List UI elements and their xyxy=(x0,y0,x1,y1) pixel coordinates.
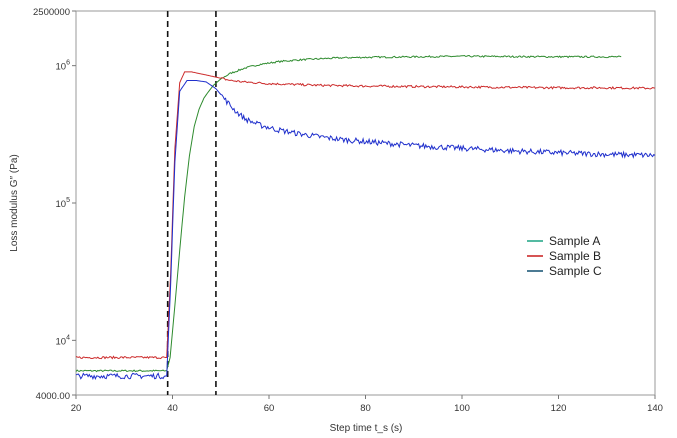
y-axis-title: Loss modulus G″ (Pa) xyxy=(9,154,20,251)
x-axis-ticks: 20 40 60 80 100 120 140 xyxy=(71,395,663,414)
legend-label: Sample C xyxy=(549,264,602,278)
y-tick-label: 4000.00 xyxy=(36,391,70,402)
y-tick-label: 105 xyxy=(56,197,71,210)
y-tick-base: 10 xyxy=(56,336,67,347)
y-tick-exponent: 4 xyxy=(66,334,70,341)
y-tick-base: 10 xyxy=(56,62,67,73)
y-tick-label: 106 xyxy=(56,60,71,73)
plot-area xyxy=(75,10,656,396)
x-tick-label: 80 xyxy=(360,403,371,414)
y-tick-exponent: 5 xyxy=(66,197,70,204)
legend-label: Sample B xyxy=(549,249,601,263)
legend-label: Sample A xyxy=(549,234,600,248)
series-line-sample-c xyxy=(75,80,656,381)
x-tick-label: 140 xyxy=(647,403,663,414)
series-layer xyxy=(75,54,656,381)
y-tick-base: 10 xyxy=(56,199,67,210)
y-tick-exponent: 6 xyxy=(66,60,70,67)
x-tick-label: 20 xyxy=(71,403,82,414)
x-tick-label: 100 xyxy=(454,403,470,414)
x-tick-label: 60 xyxy=(264,403,275,414)
x-tick-label: 40 xyxy=(167,403,178,414)
y-tick-label: 2500000 xyxy=(33,7,70,18)
x-axis-title: Step time t_s (s) xyxy=(330,423,403,434)
y-tick-label: 104 xyxy=(56,334,71,347)
x-tick-label: 120 xyxy=(551,403,567,414)
